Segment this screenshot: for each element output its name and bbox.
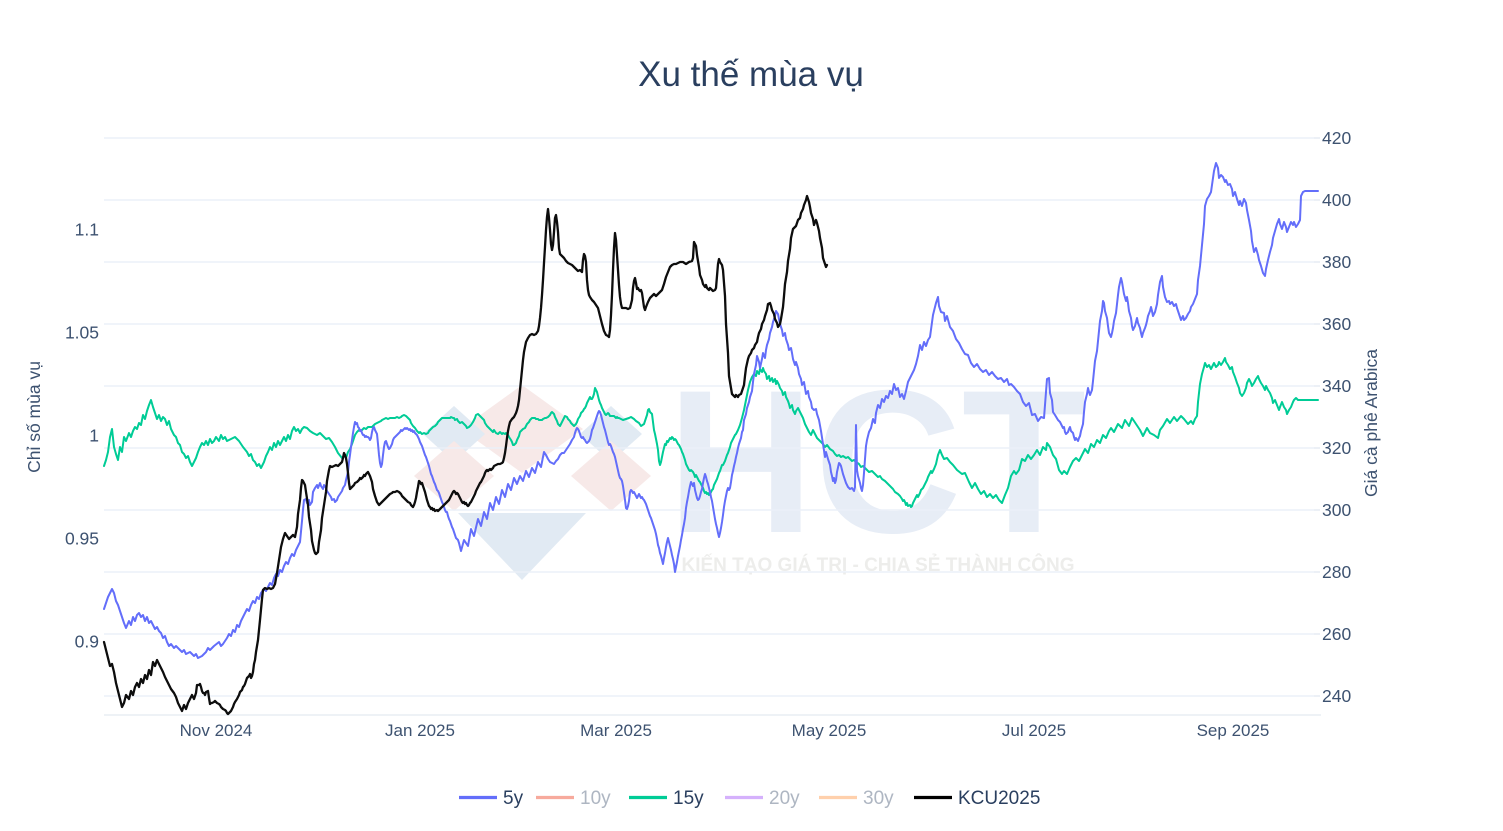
svg-text:300: 300 xyxy=(1322,500,1351,520)
svg-text:Xu thế mùa vụ: Xu thế mùa vụ xyxy=(638,55,864,94)
svg-text:May 2025: May 2025 xyxy=(792,721,867,740)
svg-text:0.9: 0.9 xyxy=(75,632,99,652)
svg-text:30y: 30y xyxy=(863,788,894,809)
svg-text:400: 400 xyxy=(1322,190,1351,210)
svg-text:360: 360 xyxy=(1322,314,1351,334)
svg-text:1: 1 xyxy=(89,426,99,446)
svg-text:5y: 5y xyxy=(503,788,524,809)
svg-text:380: 380 xyxy=(1322,252,1351,272)
svg-text:1.1: 1.1 xyxy=(75,220,99,240)
svg-text:320: 320 xyxy=(1322,438,1351,458)
svg-text:340: 340 xyxy=(1322,376,1351,396)
svg-text:280: 280 xyxy=(1322,562,1351,582)
svg-text:Mar 2025: Mar 2025 xyxy=(580,721,652,740)
svg-text:Sep 2025: Sep 2025 xyxy=(1197,721,1270,740)
svg-text:10y: 10y xyxy=(580,788,611,809)
svg-text:Jul 2025: Jul 2025 xyxy=(1002,721,1066,740)
svg-text:Nov 2024: Nov 2024 xyxy=(180,721,253,740)
svg-text:260: 260 xyxy=(1322,624,1351,644)
svg-text:0.95: 0.95 xyxy=(65,529,99,549)
svg-text:240: 240 xyxy=(1322,686,1351,706)
svg-text:1.05: 1.05 xyxy=(65,323,99,343)
svg-text:15y: 15y xyxy=(673,788,704,809)
svg-text:Giá cà phê Arabica: Giá cà phê Arabica xyxy=(1361,349,1381,497)
svg-text:Jan 2025: Jan 2025 xyxy=(385,721,455,740)
svg-text:Chỉ số mùa vụ: Chỉ số mùa vụ xyxy=(24,361,44,473)
svg-text:KCU2025: KCU2025 xyxy=(958,788,1040,809)
svg-text:420: 420 xyxy=(1322,128,1351,148)
svg-text:20y: 20y xyxy=(769,788,800,809)
svg-text:KIẾN TẠO GIÁ TRỊ - CHIA SẺ THÀ: KIẾN TẠO GIÁ TRỊ - CHIA SẺ THÀNH CÔNG xyxy=(681,554,1074,576)
